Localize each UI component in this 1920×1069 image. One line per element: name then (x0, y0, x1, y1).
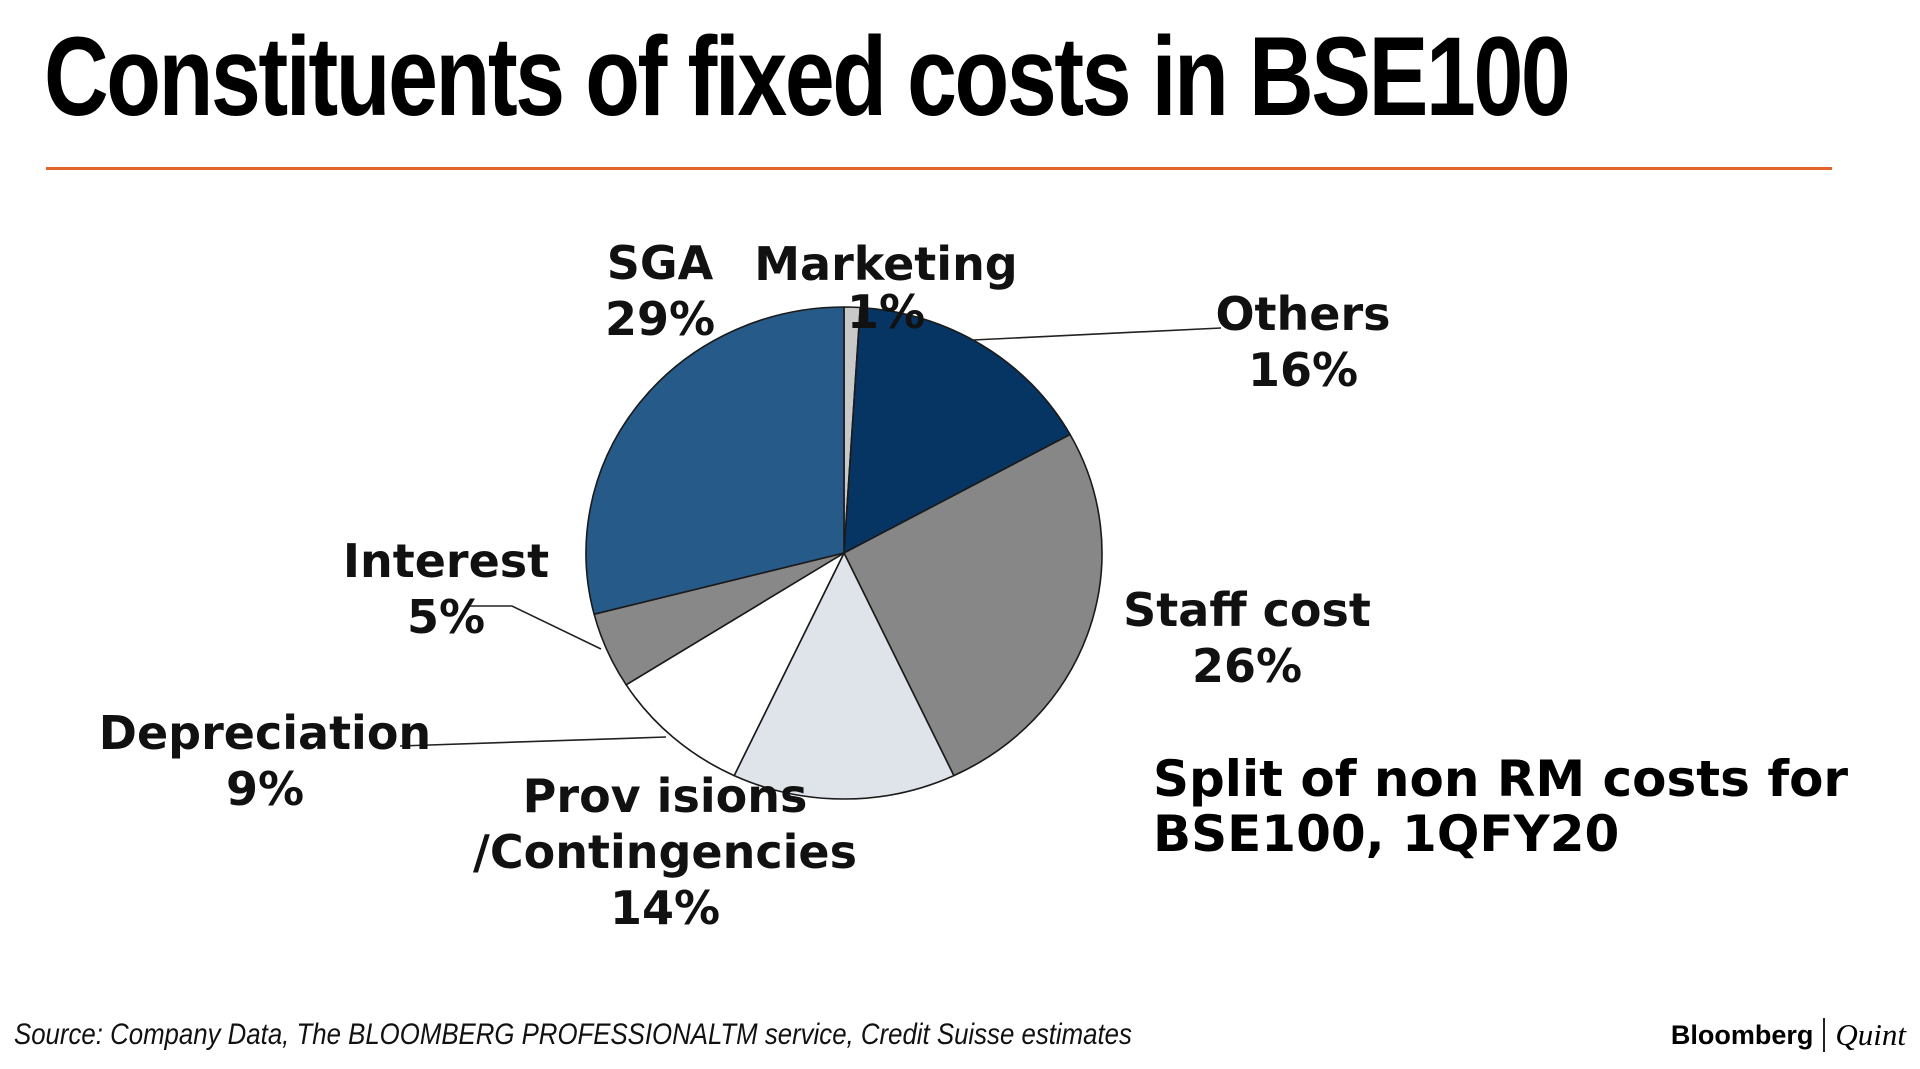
page-title: Constituents of fixed costs in BSE100 (44, 14, 1571, 139)
leader-line-depreciation (399, 736, 667, 747)
brand-separator (1823, 1018, 1826, 1052)
chart-note-line-1: Split of non RM costs for (1153, 750, 1849, 808)
pie-slice-others (843, 306, 1071, 554)
slice-label-sga: SGA 29% (605, 236, 715, 346)
pie-slice-sga (585, 306, 845, 615)
pie-slice-provisions-contingencies (733, 552, 955, 800)
brand-logo: Bloomberg Quint (1671, 1017, 1906, 1053)
slice-label-others: Others 16% (1215, 287, 1390, 397)
brand-primary: Bloomberg (1670, 1019, 1814, 1050)
chart-note: Split of non RM costs for BSE100, 1QFY20 (1153, 752, 1848, 862)
slice-label-provisions-contingencies: Prov isions/Contingencies 14% (473, 769, 857, 935)
source-note: Source: Company Data, The BLOOMBERG PROF… (14, 1018, 1132, 1051)
leader-line-others (972, 327, 1222, 341)
title-divider (46, 167, 1832, 170)
chart-note-line-2: BSE100, 1QFY20 (1153, 805, 1620, 863)
slice-label-depreciation: Depreciation 9% (99, 706, 431, 816)
pie-slice-depreciation (625, 552, 845, 777)
pie-slice-staff-cost (843, 433, 1103, 777)
brand-secondary: Quint (1835, 1017, 1906, 1052)
slice-label-staff-cost: Staff cost 26% (1123, 583, 1371, 693)
slice-label-interest: Interest 5% (343, 534, 549, 644)
slice-label-marketing: Marketing 1% (754, 237, 1018, 339)
leader-line-interest (466, 605, 602, 650)
